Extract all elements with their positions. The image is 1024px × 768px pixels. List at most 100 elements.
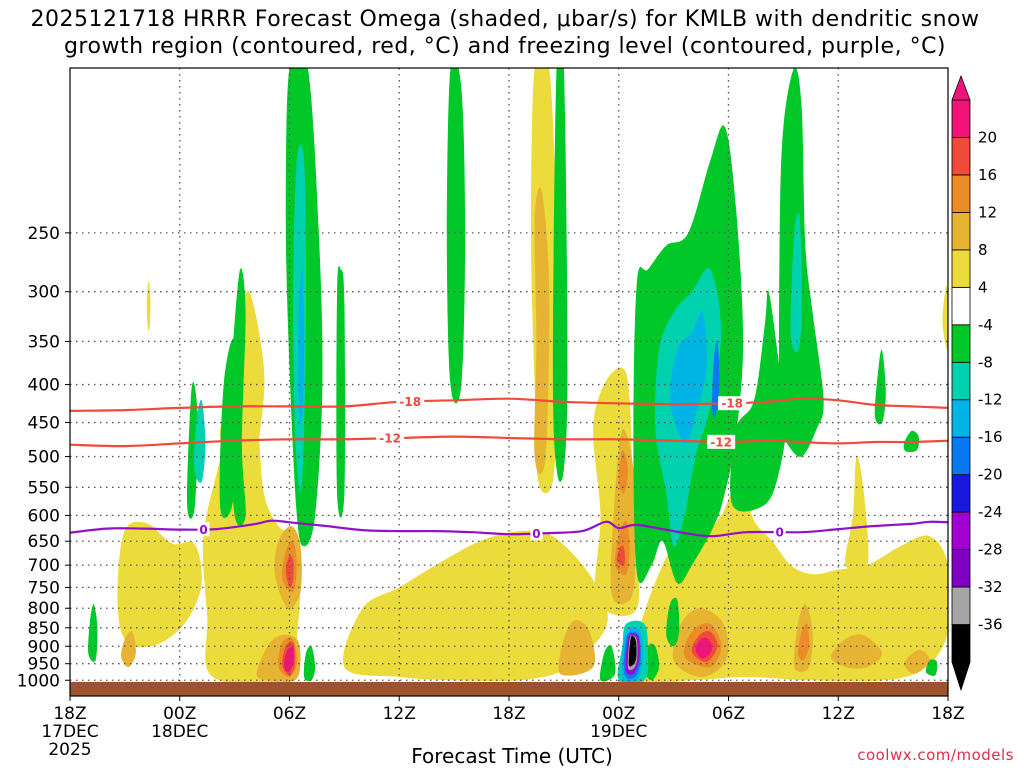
omega-area-49 — [599, 645, 616, 682]
omega-area-25 — [797, 623, 810, 661]
contour-label-bg-2-2 — [773, 525, 786, 540]
y-tick-label-8: 650 — [28, 532, 60, 552]
y-tick-label-4: 450 — [28, 414, 60, 434]
omega-area-59 — [711, 340, 720, 418]
colorbar-label-4: 4 — [978, 278, 988, 296]
omega-area-51 — [194, 399, 206, 483]
colorbar-swatch-1 — [951, 586, 971, 625]
omega-area-37 — [336, 265, 346, 518]
omega-area-28 — [285, 555, 294, 588]
y-tick-label-3: 400 — [28, 376, 60, 396]
site-credit: coolwx.com/models — [857, 746, 1014, 764]
contour-label-0-1: -18 — [721, 397, 743, 411]
contour-line-2 — [70, 519, 948, 538]
contour-label-bg-2-1 — [530, 526, 543, 541]
omega-shading — [88, 68, 948, 686]
x-tick-label-5: 00Z — [602, 704, 635, 724]
x-tick-date-5: 19DEC — [590, 722, 647, 742]
x-tick-date-1: 18DEC — [151, 722, 208, 742]
omega-area-35 — [187, 381, 198, 519]
colorbar-label-3: 8 — [978, 241, 988, 259]
omega-area-26 — [618, 449, 628, 494]
colorbar-swatch-11 — [951, 211, 971, 251]
omega-area-17 — [534, 187, 550, 475]
colorbar-swatch-8 — [951, 324, 971, 363]
colorbar-swatch-4 — [951, 474, 971, 513]
omega-area-31 — [284, 646, 294, 673]
y-tick-label-10: 750 — [28, 578, 60, 598]
contour-label-bg-0-1 — [718, 396, 747, 411]
chart-title: 2025121718 HRRR Forecast Omega (shaded, … — [0, 6, 1010, 60]
x-tick-label-0: 18Z — [53, 704, 86, 724]
colorbar-label-6: -8 — [978, 353, 993, 371]
y-tick-label-14: 950 — [28, 655, 60, 675]
y-tick-label-5: 500 — [28, 448, 60, 468]
contour-lines: -18 -18 -12 -12 0 0 0 — [70, 394, 948, 541]
contour-label-2-2: 0 — [776, 526, 784, 540]
contour-label-0-0: -18 — [399, 395, 421, 409]
contour-label-1-1: -12 — [710, 435, 732, 449]
omega-colorbar: 20 16 12 8 4 -4 -8 -12 -16 -20 -24 -28 -32 -36 — [951, 74, 1003, 692]
colorbar-swatch-14 — [951, 99, 971, 138]
colorbar-label-8: -16 — [978, 428, 1003, 446]
omega-area-10 — [942, 285, 948, 351]
contour-label-bg-0-0 — [396, 394, 425, 409]
colorbar-label-12: -32 — [978, 578, 1003, 596]
omega-area-56 — [298, 269, 305, 422]
x-tick-label-7: 12Z — [822, 704, 855, 724]
contour-label-bg-2-0 — [197, 522, 210, 537]
ground-strip — [70, 682, 948, 696]
omega-area-46 — [303, 645, 316, 682]
y-axis-ticks: 2503003504004505005506006507007508008509… — [17, 224, 70, 691]
colorbar-label-7: -12 — [978, 391, 1003, 409]
grid-lines — [70, 68, 948, 696]
colorbar-swatch-12 — [951, 174, 971, 213]
omega-area-48 — [666, 597, 680, 647]
ground-bar — [70, 682, 948, 696]
x-tick-date-0: 17DEC — [41, 722, 98, 742]
x-tick-label-2: 06Z — [273, 704, 306, 724]
omega-area-15 — [558, 619, 596, 676]
colorbar-swatch-3 — [951, 511, 971, 551]
contour-line-1 — [70, 435, 948, 448]
omega-area-19 — [904, 649, 930, 674]
y-tick-label-7: 600 — [28, 506, 60, 526]
colorbar-swatch-7 — [951, 361, 971, 401]
y-tick-label-12: 850 — [28, 619, 60, 639]
y-tick-label-13: 900 — [28, 637, 60, 657]
chart-title-line1: 2025121718 HRRR Forecast Omega (shaded, … — [30, 7, 980, 32]
colorbar-swatch-6 — [951, 399, 971, 438]
omega-area-34 — [219, 338, 237, 519]
omega-area-38 — [446, 68, 466, 404]
colorbar-label-1: 16 — [978, 166, 997, 184]
omega-area-20 — [121, 631, 136, 668]
colorbar-swatch-9 — [951, 286, 971, 326]
omega-area-0 — [117, 521, 202, 648]
colorbar-label-0: 20 — [978, 128, 997, 146]
y-tick-label-9: 700 — [28, 556, 60, 576]
contour-label-bg-1-0 — [376, 431, 405, 446]
colorbar-swatch-2 — [951, 549, 971, 588]
omega-area-39 — [552, 68, 568, 482]
y-tick-label-2: 350 — [28, 332, 60, 352]
y-tick-label-1: 300 — [28, 283, 60, 303]
omega-area-57 — [669, 311, 707, 444]
colorbar-label-5: -4 — [978, 316, 993, 334]
colorbar-label-10: -24 — [978, 503, 1003, 521]
colorbar-swatch-10 — [951, 249, 971, 288]
x-tick-label-1: 00Z — [163, 704, 196, 724]
x-axis-label: Forecast Time (UTC) — [411, 744, 613, 768]
x-tick-label-8: 18Z — [931, 704, 964, 724]
y-tick-label-6: 550 — [28, 478, 60, 498]
omega-area-45 — [88, 604, 98, 662]
chart-title-line2: growth region (contoured, red, °C) and f… — [63, 34, 947, 59]
contour-label-1-0: -12 — [379, 432, 401, 446]
colorbar-label-9: -20 — [978, 466, 1003, 484]
colorbar-label-11: -28 — [978, 541, 1003, 559]
colorbar-arrow-top — [951, 74, 971, 101]
omega-area-32 — [695, 637, 713, 659]
omega-area-3 — [342, 530, 608, 682]
omega-area-9 — [845, 456, 869, 573]
y-tick-label-0: 250 — [28, 224, 60, 244]
